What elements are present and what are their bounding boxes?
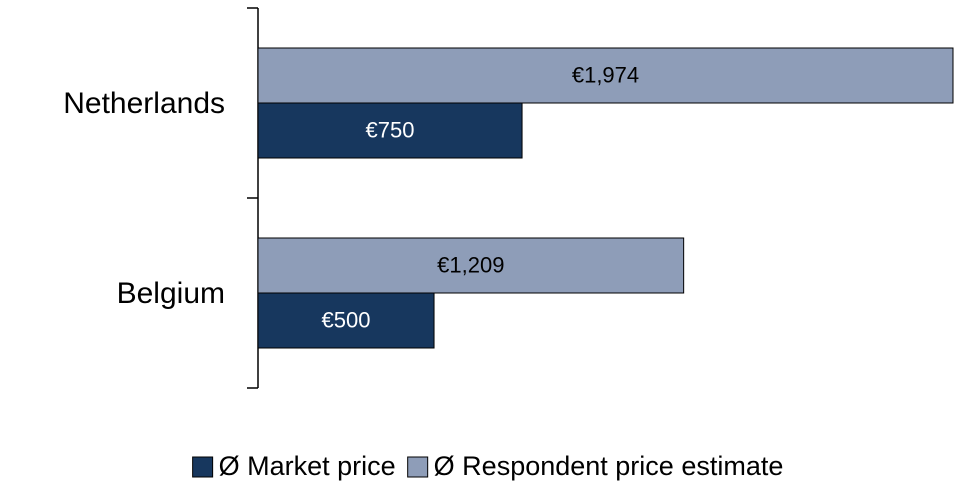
- bar: [257, 47, 954, 104]
- legend-swatch: [192, 456, 214, 478]
- category-label: Netherlands: [63, 87, 225, 120]
- value-label: €1,209: [437, 252, 504, 277]
- value-label: €750: [366, 117, 415, 142]
- bar: [257, 292, 435, 349]
- legend-label: Ø Respondent price estimate: [434, 451, 784, 481]
- value-label: €1,974: [572, 62, 639, 87]
- category-label: Belgium: [117, 277, 225, 310]
- legend-swatch: [407, 456, 429, 478]
- legend-label: Ø Market price: [219, 451, 396, 481]
- bar: [257, 102, 523, 159]
- value-label: €500: [322, 307, 371, 332]
- bar: [257, 237, 685, 294]
